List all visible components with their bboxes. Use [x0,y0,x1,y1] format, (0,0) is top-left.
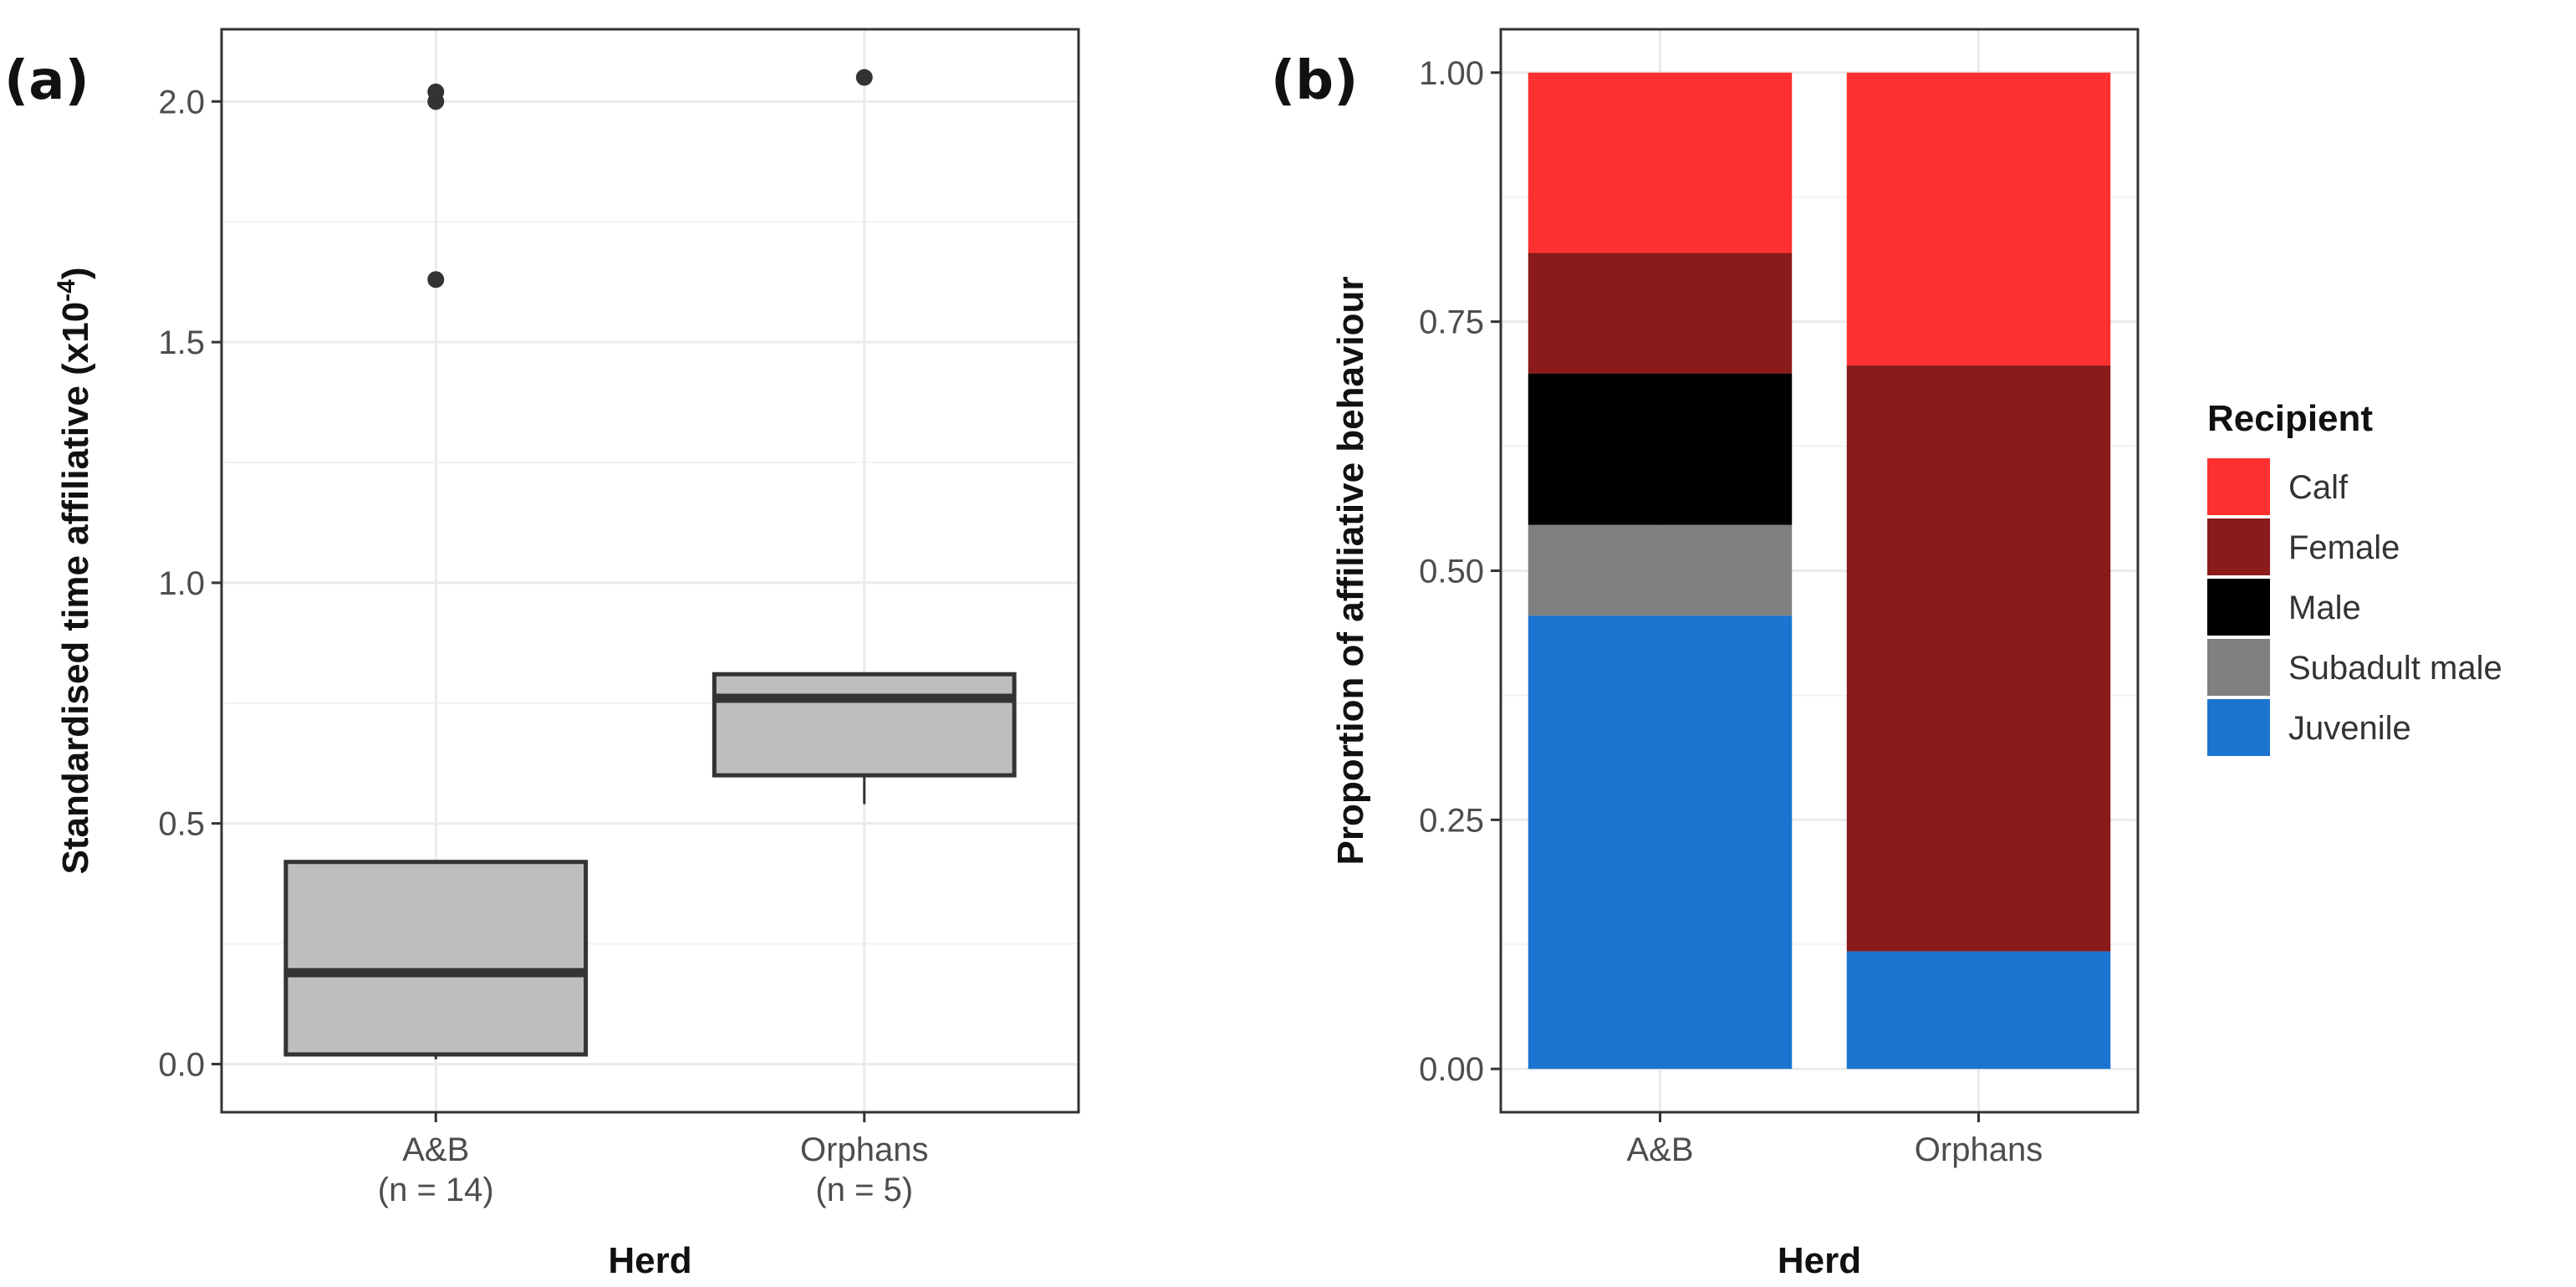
box-iqr [283,860,589,1057]
panel-a-y-axis-title: Standardised time affiliative (x10-4) [53,267,96,874]
panel-a-y-ticks: 0.0 0.5 1.0 1.5 2.0 [158,84,222,1083]
legend-key-subadult-male [2207,639,2270,696]
panel-b-y-ticks: 0.00 0.25 0.50 0.75 1.00 [1419,55,1501,1088]
panel-a-label: (a) [4,50,89,112]
box-outlier-point [427,271,445,289]
panel-a-x-ticks: A&B (n = 14) Orphans (n = 5) [378,1112,928,1208]
panel-b-stacked-bar: (b) 0.00 0.25 0.50 0.75 1.00 A&B Orphans Prop… [1271,28,2502,1281]
panel-b-y-tick-label: 0.75 [1419,304,1484,341]
panel-b-y-tick-label: 1.00 [1419,55,1484,92]
legend: Recipient Calf Female Male Subadult male Juv… [2207,398,2502,756]
legend-key-male [2207,579,2270,636]
panel-a-y-title-main: Standardised time affiliative (x10 [55,302,96,875]
legend-label-calf: Calf [2288,469,2349,506]
panel-a-boxes [283,69,1017,1060]
legend-label-juvenile: Juvenile [2288,710,2411,747]
panel-b-x-tick-label: A&B [1626,1131,1693,1168]
panel-a-x-axis-title: Herd [608,1240,691,1281]
panel-b-x-tick-label: Orphans [1915,1131,2043,1168]
bar-segment-male [1528,373,1793,525]
bar-segment-subadult-male [1528,524,1793,616]
legend-key-juvenile [2207,699,2270,756]
panel-a-y-tick-label: 0.5 [158,806,205,843]
legend-label-subadult-male: Subadult male [2288,650,2502,687]
bar-segment-juvenile [1528,615,1793,1070]
panel-b-x-axis-title: Herd [1778,1240,1861,1281]
bar-segment-female [1846,365,2111,952]
panel-a-y-tick-label: 1.5 [158,324,205,361]
panel-a-x-tick-n-label: (n = 14) [378,1172,494,1208]
panel-a-y-title-close: ) [55,267,96,279]
legend-title: Recipient [2207,398,2373,439]
bar-segment-calf [1528,72,1793,253]
panel-a-x-tick-label: A&B [402,1131,469,1168]
panel-a-boxplot: (a) 0.0 0.5 1.0 1.5 2.0 A&B (n = 14) Orphans (n… [4,28,1080,1281]
panel-b-x-ticks: A&B Orphans [1626,1112,2043,1168]
panel-b-y-tick-label: 0.50 [1419,554,1484,590]
panel-a-y-tick-label: 1.0 [158,565,205,602]
panel-b-y-tick-label: 0.25 [1419,802,1484,839]
bar-segment-female [1528,253,1793,374]
panel-a-frame [220,28,1080,1114]
panel-b-y-tick-label: 0.00 [1419,1051,1484,1088]
panel-b-label: (b) [1271,50,1358,112]
panel-a-y-tick-label: 0.0 [158,1046,205,1083]
legend-label-male: Male [2288,590,2361,626]
box-outlier-point [427,83,445,100]
panel-a-y-title-sup: -4 [53,279,80,302]
bar-segment-calf [1846,72,2111,366]
box-outlier-point [855,69,873,86]
bar-segment-juvenile [1846,951,2111,1070]
panel-a-x-tick-label: Orphans [800,1131,928,1168]
legend-key-female [2207,518,2270,575]
panel-a-x-tick-n-label: (n = 5) [815,1172,913,1208]
legend-label-female: Female [2288,529,2400,566]
box-iqr [712,672,1017,778]
panel-b-bars [1528,72,2111,1070]
legend-key-calf [2207,458,2270,515]
panel-a-y-tick-label: 2.0 [158,84,205,120]
panel-b-y-axis-title: Proportion of affiliative behaviour [1330,276,1371,865]
